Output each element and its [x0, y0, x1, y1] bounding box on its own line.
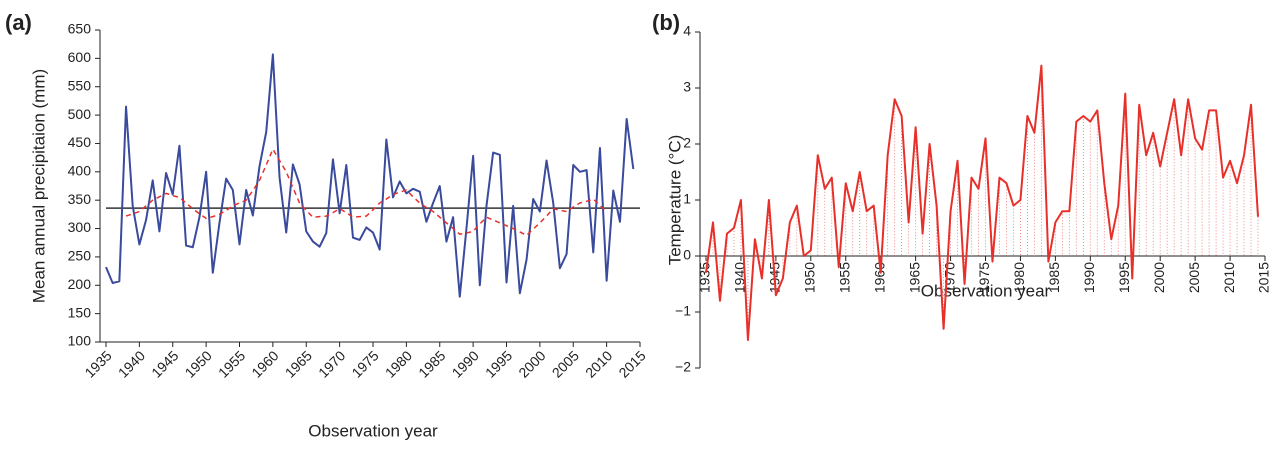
x-tick-label: 1935 — [697, 262, 713, 293]
x-tick-label: 1955 — [215, 347, 248, 380]
x-tick-label: 1965 — [906, 262, 922, 293]
x-tick-label: 1960 — [248, 347, 281, 380]
x-tick-label: 1975 — [348, 347, 381, 380]
x-tick-label: 1980 — [1011, 262, 1027, 293]
y-tick-label: 650 — [68, 21, 92, 37]
data-line — [105, 53, 635, 298]
x-tick-label: 1990 — [449, 347, 482, 380]
x-tick-label: 2010 — [582, 347, 615, 380]
y-tick-label: 200 — [68, 276, 92, 292]
x-tick-label: 1985 — [415, 347, 448, 380]
x-tick-label: 2005 — [1186, 262, 1202, 293]
y-tick-label: 0 — [683, 247, 691, 263]
x-tick-label: 1990 — [1081, 262, 1097, 293]
y-tick-label: 300 — [68, 219, 92, 235]
y-tick-label: 1 — [683, 191, 691, 207]
x-tick-label: 1995 — [1116, 262, 1132, 293]
x-tick-label: 1950 — [182, 347, 215, 380]
y-tick-label: 4 — [683, 23, 691, 39]
x-tick-label: 2015 — [1256, 262, 1272, 293]
x-axis-title: Observation year — [308, 421, 438, 440]
y-axis-title: Temperature (°C) — [665, 135, 684, 266]
y-tick-label: 2 — [683, 135, 691, 151]
y-tick-label: 3 — [683, 79, 691, 95]
data-line — [125, 148, 608, 237]
x-tick-label: 2000 — [1151, 262, 1167, 293]
x-tick-label: 1970 — [315, 347, 348, 380]
x-tick-label: 2000 — [515, 347, 548, 380]
x-tick-label: 1985 — [1046, 262, 1062, 293]
y-tick-label: 150 — [68, 304, 92, 320]
x-tick-label: 1995 — [482, 347, 515, 380]
y-tick-label: 450 — [68, 134, 92, 150]
panel-label: (b) — [652, 10, 680, 35]
y-tick-label: −2 — [675, 359, 691, 375]
x-tick-label: 1945 — [148, 347, 181, 380]
y-tick-label: 500 — [68, 106, 92, 122]
x-tick-label: 1980 — [382, 347, 415, 380]
y-tick-label: 100 — [68, 333, 92, 349]
y-tick-label: 350 — [68, 191, 92, 207]
x-axis-title: Observation year — [921, 281, 1051, 300]
x-tick-label: 1960 — [871, 262, 887, 293]
x-tick-label: 1935 — [81, 347, 114, 380]
y-tick-label: 400 — [68, 163, 92, 179]
x-tick-label: 1955 — [836, 262, 852, 293]
x-tick-label: 2010 — [1221, 262, 1237, 293]
x-tick-label: 1975 — [976, 262, 992, 293]
x-tick-label: 2015 — [615, 347, 648, 380]
x-tick-label: 1950 — [802, 262, 818, 293]
y-axis-title: Mean annual precipitaion (mm) — [29, 69, 48, 303]
y-tick-label: −1 — [675, 303, 691, 319]
data-line — [705, 64, 1260, 341]
panel-label: (a) — [5, 10, 32, 35]
y-tick-label: 550 — [68, 77, 92, 93]
x-tick-label: 1965 — [282, 347, 315, 380]
x-tick-label: 2005 — [549, 347, 582, 380]
y-tick-label: 250 — [68, 248, 92, 264]
x-tick-label: 1940 — [115, 347, 148, 380]
y-tick-label: 600 — [68, 49, 92, 65]
